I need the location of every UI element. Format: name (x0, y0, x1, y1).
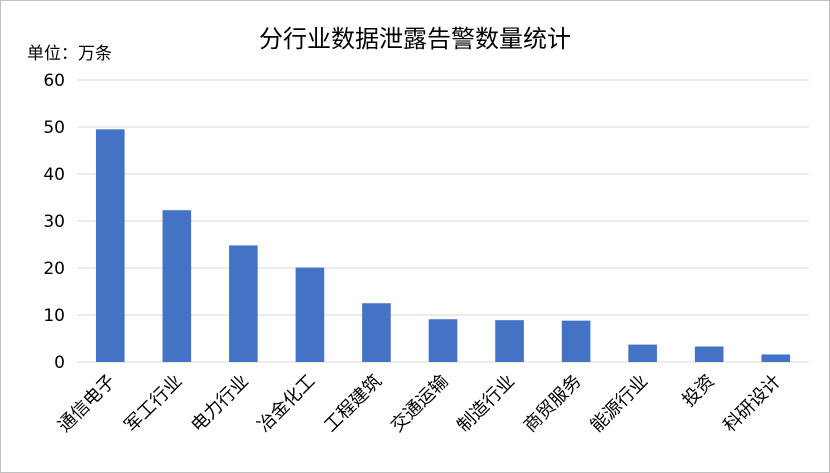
y-tick-label: 60 (43, 71, 65, 91)
y-tick-label: 40 (43, 165, 65, 185)
x-category-label: 通信电子 (54, 371, 120, 437)
bar (428, 319, 458, 362)
x-category-label: 冶金化工 (254, 371, 320, 437)
bar (761, 354, 791, 362)
x-category-label: 投资 (678, 371, 718, 411)
bar (561, 320, 591, 362)
x-category-label: 军工行业 (121, 371, 187, 437)
y-tick-label: 20 (43, 259, 65, 279)
x-category-label: 工程建筑 (320, 371, 386, 437)
y-axis-unit-label: 单位：万条 (27, 44, 112, 64)
x-category-label: 能源行业 (586, 371, 652, 437)
bar (694, 346, 724, 362)
x-category-label: 电力行业 (187, 371, 253, 437)
y-tick-label: 30 (43, 212, 65, 232)
y-tick-label: 10 (43, 306, 65, 326)
bar (495, 320, 524, 362)
x-category-label: 商贸服务 (520, 371, 586, 437)
chart-title: 分行业数据泄露告警数量统计 (259, 25, 571, 53)
bar (628, 344, 657, 362)
bar (362, 303, 391, 362)
bar (295, 267, 325, 362)
x-category-label: 交通运输 (387, 371, 453, 437)
bar (162, 210, 192, 362)
bar (95, 129, 125, 362)
bar (229, 245, 258, 362)
x-category-label: 科研设计 (720, 371, 786, 437)
y-tick-label: 0 (54, 353, 65, 373)
y-tick-label: 50 (43, 118, 65, 138)
x-category-label: 制造行业 (453, 371, 519, 437)
